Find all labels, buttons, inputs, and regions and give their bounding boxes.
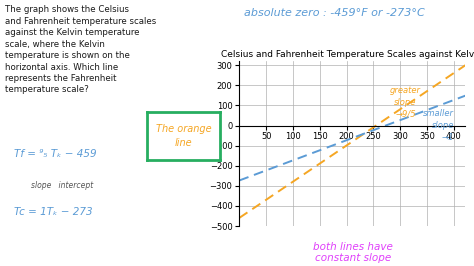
Text: greater
slope
→9/5: greater slope →9/5 — [390, 86, 421, 119]
Title: Celsius and Fahrenheit Temperature Scales against Kelvin: Celsius and Fahrenheit Temperature Scale… — [221, 50, 474, 59]
Text: The graph shows the Celsius
and Fahrenheit temperature scales
against the Kelvin: The graph shows the Celsius and Fahrenhe… — [5, 5, 156, 94]
Text: slope   intercept: slope intercept — [31, 181, 93, 190]
Text: Tc = 1Tₖ − 273: Tc = 1Tₖ − 273 — [14, 207, 93, 218]
Text: both lines have
constant slope: both lines have constant slope — [313, 242, 393, 263]
Text: smaller
slope
→1: smaller slope →1 — [423, 109, 454, 142]
Text: Tf = ⁹₅ Tₖ − 459: Tf = ⁹₅ Tₖ − 459 — [14, 149, 97, 159]
Text: The orange
line: The orange line — [156, 124, 211, 148]
Text: absolute zero : -459°F or -273°C: absolute zero : -459°F or -273°C — [244, 8, 425, 18]
